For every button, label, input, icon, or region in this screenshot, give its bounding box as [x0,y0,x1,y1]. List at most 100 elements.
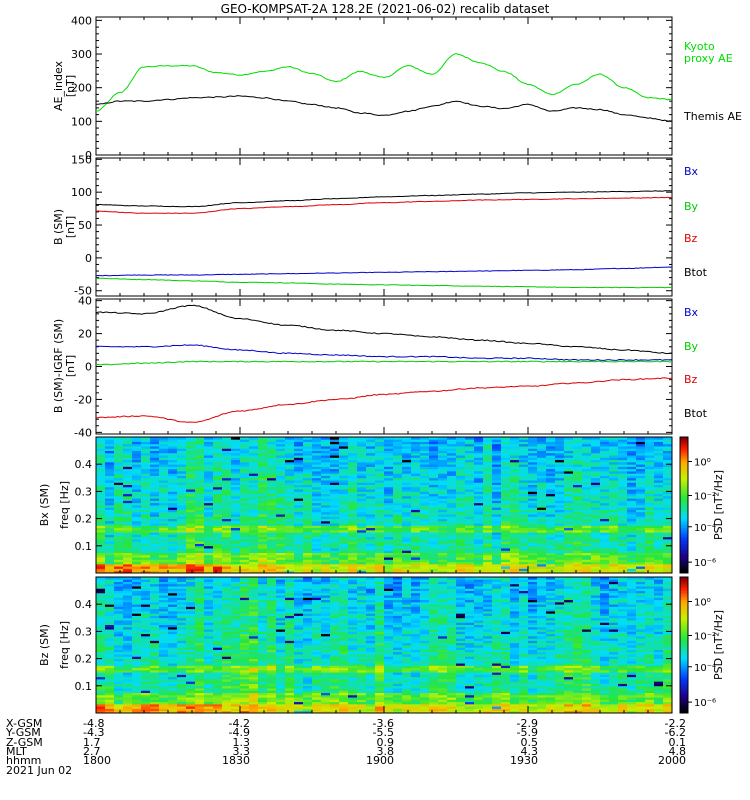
spec-cell-specbx [96,570,106,574]
spec-cell-specbx [366,523,376,526]
spec-cell-specbx [546,534,556,538]
spec-cell-specbx [636,484,646,488]
spec-cell-specbz [168,613,178,616]
spec-cell-specbz [141,604,151,607]
spec-cell-specbx [474,509,484,513]
spec-cell-specbz [213,640,223,644]
spec-cell-specbx [339,443,349,447]
spec-cell-specbx [402,471,412,474]
spec-cell-specbx [519,461,529,465]
spec-cell-specbx [312,486,322,490]
spec-cell-specbx [618,484,628,488]
spec-cell-specbx [168,473,178,476]
spec-cell-specbx [294,566,304,569]
spec-cell-specbx [609,480,619,483]
spec-cell-specbx [627,443,637,447]
spec-cell-specbx [627,475,637,479]
spec-cell-specbx [276,495,286,499]
spec-cell-specbx [474,527,484,531]
spec-cell-specbx [438,557,448,560]
spec-cell-specbx [141,459,151,463]
spec-cell-specbx [645,482,655,485]
spec-cell-specbx [519,541,529,544]
spec-cell-specbx [285,495,295,499]
spec-cell-specbx [582,568,592,572]
spec-cell-specbx [321,473,331,476]
spec-cell-specbx [240,493,250,497]
spec-cell-specbx [618,498,628,501]
spec-cell-specbx [168,568,178,572]
spec-cell-specbx [141,437,151,440]
spec-cell-specbx [312,468,322,472]
spec-cell-specbx [402,502,412,506]
spec-cell-specbx [105,455,115,458]
spec-cell-specbz [231,606,241,610]
spec-cell-specbx [96,514,106,517]
spec-cell-specbx [141,466,151,470]
spec-cell-specbz [195,633,205,637]
spec-cell-specbz [132,663,142,666]
spec-cell-specbz [96,669,106,673]
spec-cell-specbz [213,608,223,612]
spec-cell-specbx [114,482,124,485]
spec-cell-specbx [510,541,520,544]
spec-cell-specbx [474,557,484,560]
spec-cell-specbx [564,493,574,497]
spec-cell-specbz [204,626,214,630]
spec-cell-specbx [276,566,286,569]
spec-cell-specbx [609,550,619,553]
spec-cell-specbx [528,570,538,574]
spec-cell-specbx [645,489,655,492]
spec-cell-specbx [474,548,484,551]
spec-cell-specbz [168,676,178,680]
spec-cell-specbz [150,667,160,671]
spec-cell-specbx [483,482,493,485]
spec-cell-specbx [609,529,619,533]
spec-cell-specbx [105,566,115,569]
spec-cell-specbx [150,484,160,488]
spec-cell-specbx [357,552,367,556]
spec-cell-specbx [609,461,619,465]
spec-cell-specbx [240,473,250,476]
spec-cell-specbx [312,548,322,551]
spec-cell-specbz [168,604,178,607]
spec-cell-specbx [168,489,178,492]
spec-cell-specbz [195,647,205,650]
spec-cell-specbz [249,669,259,673]
spec-cell-specbx [501,561,511,565]
spec-cell-specbx [573,502,583,506]
spec-cell-specbz [123,692,133,696]
spec-cell-specbz [105,703,115,707]
spec-cell-specbz [249,588,259,591]
spec-cell-specbx [645,563,655,567]
spec-cell-specbz [204,710,214,714]
spec-cell-specbz [213,692,223,696]
spec-cell-specbx [573,541,583,544]
spec-cell-specbx [213,446,223,449]
spec-cell-specbx [564,477,574,481]
spec-cell-specbz [159,635,169,639]
spec-cell-specbx [384,452,394,456]
spec-cell-specbz [96,597,106,601]
spec-cell-specbx [609,563,619,567]
spec-cell-specbx [366,471,376,474]
spec-cell-specbz [195,685,205,689]
spec-cell-specbz [240,579,250,582]
spec-cell-specbz [150,583,160,587]
spec-cell-specbz [150,656,160,659]
spec-cell-specbx [456,484,466,488]
spec-cell-specbx [195,477,205,481]
spec-cell-specbz [132,586,142,589]
spec-cell-specbx [114,539,124,542]
spec-cell-specbx [375,441,385,445]
spec-cell-specbx [123,459,133,463]
spec-cell-specbz [150,642,160,646]
spec-cell-specbx [546,461,556,465]
spec-cell-specbz [222,679,232,682]
spec-cell-specbx [582,534,592,538]
spec-cell-specbx [222,484,232,488]
spec-cell-specbx [609,468,619,472]
spec-cell-specbz [132,626,142,630]
spec-cell-specbx [582,480,592,483]
spec-cell-specbz [150,629,160,632]
